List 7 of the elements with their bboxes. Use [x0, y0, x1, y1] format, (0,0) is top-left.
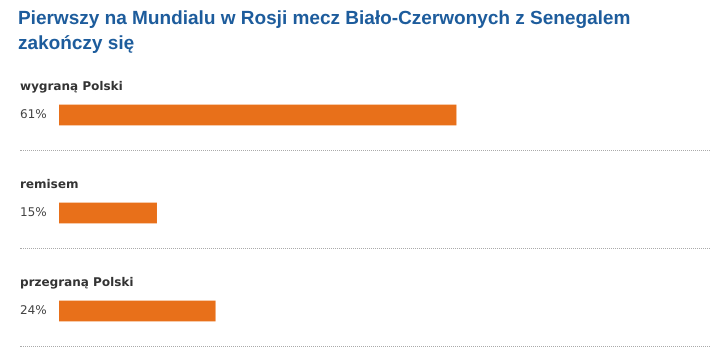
data-label: 24% [20, 303, 47, 318]
y-tick-label: przegraną Polski [20, 275, 134, 290]
y-tick-label: remisem [20, 177, 78, 192]
chart-title: Pierwszy na Mundialu w Rosji mecz Biało-Czerwonych z Senegalem zakończy się [18, 7, 632, 56]
y-tick-label: wygraną Polski [20, 79, 123, 94]
data-label: 15% [20, 205, 47, 220]
data-label: 61% [20, 107, 47, 122]
